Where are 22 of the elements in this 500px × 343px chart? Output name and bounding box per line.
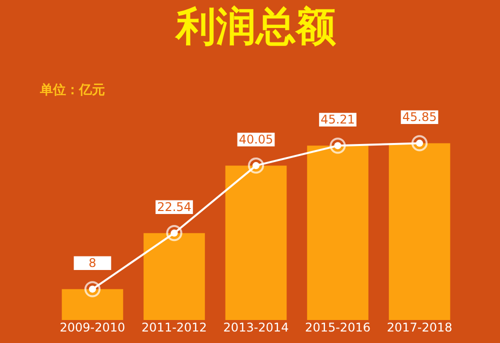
- bar: [62, 289, 124, 320]
- x-tick-label: 2013-2014: [223, 320, 289, 334]
- point: [248, 158, 264, 174]
- x-tick-label: 2011-2012: [142, 320, 207, 334]
- data-label: 22.54: [157, 200, 192, 214]
- data-label: 45.85: [402, 110, 437, 124]
- chart-title: 利润总额: [174, 4, 336, 50]
- x-tick-label: 2017-2018: [386, 320, 452, 334]
- data-label: 40.05: [238, 132, 274, 147]
- point: [330, 138, 346, 154]
- data-label: 8: [88, 256, 96, 270]
- point: [411, 135, 428, 152]
- point: [166, 225, 182, 242]
- data-label: 45.21: [320, 112, 355, 127]
- bar: [144, 233, 205, 320]
- bar: [307, 146, 368, 320]
- bar: [388, 143, 450, 320]
- point: [84, 281, 101, 298]
- x-tick-label: 2009-2010: [60, 320, 126, 334]
- bar: [225, 166, 287, 320]
- x-tick-label: 2015-2016: [305, 320, 370, 334]
- text: 单位：亿元: [39, 82, 105, 98]
